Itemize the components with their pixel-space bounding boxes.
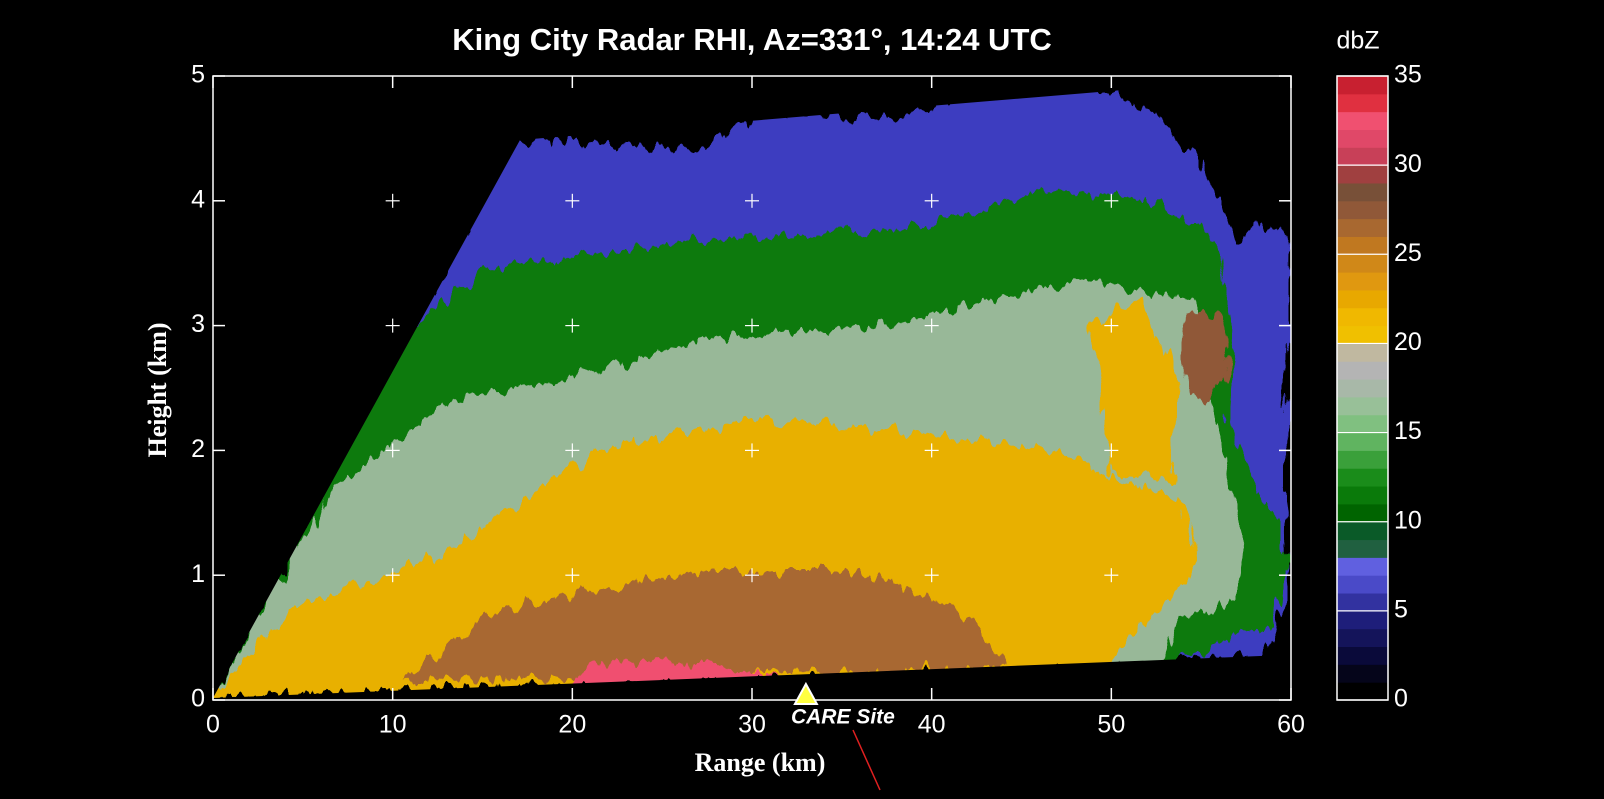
colorbar-step — [1337, 521, 1388, 541]
colorbar-step — [1337, 307, 1388, 327]
y-tick-label: 3 — [191, 310, 205, 338]
colorbar-step — [1337, 396, 1388, 416]
colorbar-step — [1337, 289, 1388, 309]
colorbar-step — [1337, 361, 1388, 380]
colorbar-step — [1337, 325, 1388, 344]
colorbar-step — [1337, 503, 1388, 523]
x-tick-label: 20 — [558, 711, 586, 739]
colorbar-step — [1337, 379, 1388, 398]
colorbar-step — [1337, 575, 1388, 594]
colorbar-tick-label: 5 — [1394, 595, 1408, 623]
annotation: CARE Site — [791, 706, 895, 729]
y-tick-label: 5 — [191, 61, 205, 89]
colorbar-step — [1337, 557, 1388, 576]
colorbar-step — [1337, 182, 1388, 202]
colorbar-step — [1337, 111, 1388, 130]
colorbar-step — [1337, 218, 1388, 237]
y-tick-label: 2 — [191, 435, 205, 463]
y-axis-label: Height (km) — [143, 322, 172, 457]
x-tick-label: 40 — [918, 711, 946, 739]
x-tick-label: 30 — [738, 711, 766, 739]
y-tick-label: 4 — [191, 185, 205, 213]
y-tick-label: 0 — [191, 685, 205, 713]
colorbar-label: dbZ — [1336, 27, 1379, 55]
colorbar-step — [1337, 147, 1388, 166]
colorbar-step — [1337, 664, 1388, 683]
colorbar-tick-label: 0 — [1394, 685, 1408, 713]
colorbar-step — [1337, 593, 1388, 612]
colorbar-step — [1337, 450, 1388, 469]
pointer-line — [852, 729, 881, 791]
colorbar-step — [1337, 236, 1388, 255]
colorbar-step — [1337, 254, 1388, 273]
field-layer — [1090, 300, 1180, 480]
field-layer — [1183, 310, 1227, 400]
colorbar-step — [1337, 343, 1388, 362]
x-tick-label: 60 — [1277, 711, 1305, 739]
chart-title: King City Radar RHI, Az=331°, 14:24 UTC — [452, 22, 1052, 57]
colorbar-step — [1337, 682, 1388, 701]
colorbar-step — [1337, 200, 1388, 220]
colorbar-tick-label: 30 — [1394, 150, 1422, 178]
colorbar-tick-label: 10 — [1394, 506, 1422, 534]
site-marker — [793, 681, 819, 705]
colorbar-step — [1337, 610, 1388, 630]
colorbar-step — [1337, 76, 1388, 95]
colorbar-tick-label: 25 — [1394, 239, 1422, 267]
colorbar-step — [1337, 272, 1388, 291]
x-tick-label: 0 — [206, 711, 220, 739]
colorbar-tick-label: 20 — [1394, 328, 1422, 356]
colorbar-step — [1337, 486, 1388, 505]
colorbar-step — [1337, 414, 1388, 434]
x-axis-label: Range (km) — [695, 748, 826, 777]
colorbar-step — [1337, 93, 1388, 113]
colorbar-step — [1337, 129, 1388, 148]
colorbar-step — [1337, 628, 1388, 648]
colorbar-step — [1337, 646, 1388, 665]
colorbar-step — [1337, 165, 1388, 184]
field-layer — [400, 570, 1010, 682]
y-tick-label: 1 — [191, 560, 205, 588]
reflectivity-field — [213, 80, 1290, 697]
colorbar-tick-label: 35 — [1394, 61, 1422, 89]
x-tick-label: 10 — [379, 711, 407, 739]
colorbar-step — [1337, 468, 1388, 487]
colorbar-tick-label: 15 — [1394, 417, 1422, 445]
x-tick-label: 50 — [1097, 711, 1125, 739]
colorbar-step — [1337, 432, 1388, 451]
colorbar-step — [1337, 539, 1388, 558]
